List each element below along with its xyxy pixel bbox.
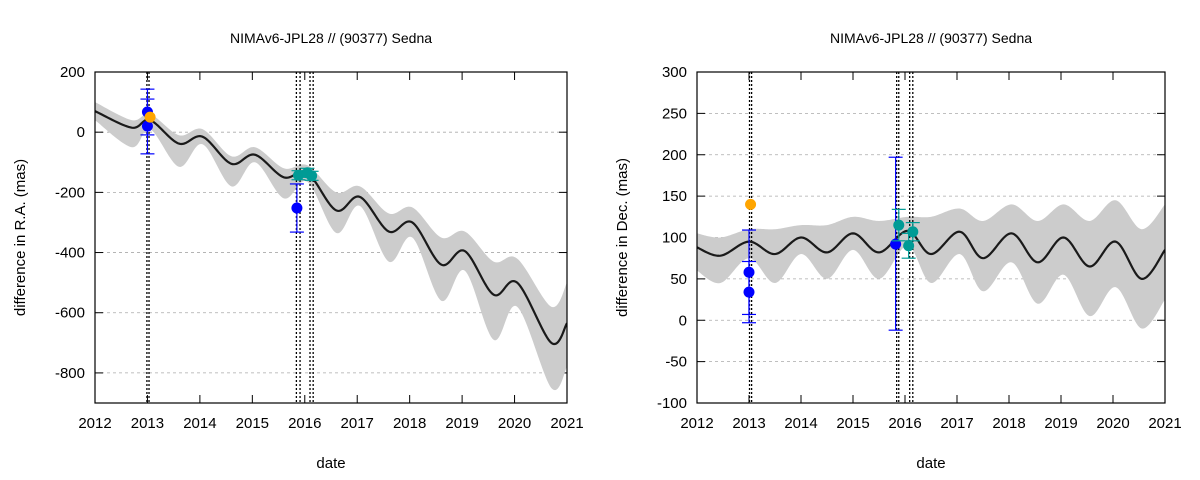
x-tick-label: 2014 <box>183 415 216 432</box>
data-point-blue <box>141 120 153 132</box>
x-tick-label: 2018 <box>393 415 426 432</box>
x-tick-label: 2017 <box>940 415 973 432</box>
data-point-teal <box>903 240 915 252</box>
y-tick-label: 150 <box>662 188 687 205</box>
x-tick-label: 2019 <box>1044 415 1077 432</box>
y-tick-label: -100 <box>657 395 687 412</box>
dec-chart: NIMAv6-JPL28 // (90377) Sedna date differe… <box>614 30 1182 472</box>
y-tick-label: 50 <box>670 271 687 288</box>
data-point-teal <box>907 226 919 238</box>
y-tick-label: 300 <box>662 64 687 81</box>
x-tick-label: 2012 <box>78 415 111 432</box>
x-tick-label: 2013 <box>732 415 765 432</box>
x-tick-label: 2017 <box>341 415 374 432</box>
uncertainty-band <box>697 200 1165 329</box>
x-tick-label: 2015 <box>836 415 869 432</box>
y-tick-label: -800 <box>55 365 85 382</box>
plot-area <box>697 72 1165 403</box>
x-tick-label: 2016 <box>888 415 921 432</box>
y-tick-label: 200 <box>60 64 85 81</box>
x-tick-label: 2020 <box>1096 415 1129 432</box>
y-tick-label: 0 <box>77 124 85 141</box>
y-tick-label: 0 <box>679 312 687 329</box>
x-tick-label: 2018 <box>992 415 1025 432</box>
ra-chart: NIMAv6-JPL28 // (90377) Sedna date differe… <box>12 30 584 472</box>
x-tick-label: 2016 <box>288 415 321 432</box>
chart-title: NIMAv6-JPL28 // (90377) Sedna <box>230 30 432 46</box>
y-axis-label: difference in Dec. (mas) <box>614 158 631 317</box>
data-point-blue <box>743 286 755 298</box>
y-tick-label: 250 <box>662 105 687 122</box>
data-point-blue <box>291 202 303 214</box>
y-tick-label: -400 <box>55 245 85 262</box>
y-tick-label: -600 <box>55 305 85 322</box>
uncertainty-band <box>95 102 567 391</box>
x-tick-label: 2021 <box>550 415 583 432</box>
x-tick-label: 2015 <box>236 415 269 432</box>
x-tick-label: 2014 <box>784 415 817 432</box>
plot-area <box>95 72 567 403</box>
plot-frame <box>94 71 568 404</box>
y-tick-label: -200 <box>55 184 85 201</box>
x-axis-label: date <box>316 455 345 472</box>
model-mean-line <box>95 110 567 346</box>
x-axis-label: date <box>916 455 945 472</box>
x-tick-label: 2013 <box>131 415 164 432</box>
data-point-teal <box>893 219 905 231</box>
y-tick-label: 100 <box>662 230 687 247</box>
plot-frame <box>696 71 1166 404</box>
x-tick-label: 2019 <box>445 415 478 432</box>
x-tick-label: 2021 <box>1148 415 1181 432</box>
x-tick-label: 2012 <box>680 415 713 432</box>
model-mean-line <box>697 229 1165 280</box>
data-point-orange <box>745 198 757 210</box>
x-tick-label: 2020 <box>498 415 531 432</box>
chart-title: NIMAv6-JPL28 // (90377) Sedna <box>830 30 1032 46</box>
data-point-teal <box>292 169 304 181</box>
data-point-teal <box>306 170 318 182</box>
data-point-orange <box>144 111 156 123</box>
y-axis-label: difference in R.A. (mas) <box>12 159 29 316</box>
y-tick-label: 200 <box>662 147 687 164</box>
y-tick-label: -50 <box>665 354 687 371</box>
